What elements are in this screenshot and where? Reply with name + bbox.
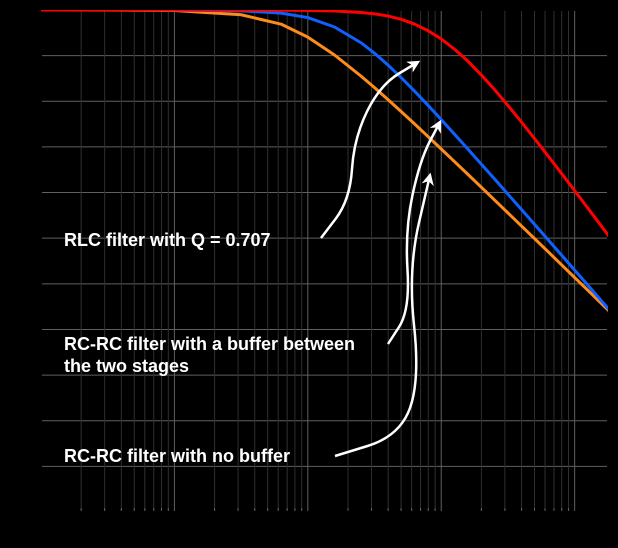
y-tick-label: -25dB [2,231,36,245]
rcrc-buffer-label: RC-RC filter with a buffer between [64,334,355,354]
plot-area [41,10,608,512]
x-tick-label: 10KHz [289,519,326,533]
y-tick-label: -35dB [2,322,36,336]
rcrc-nobuffer-label: RC-RC filter with no buffer [64,446,290,466]
rcrc-buffer-label: the two stages [64,356,189,376]
x-tick-label: 100KHz [420,519,463,533]
y-tick-label: -30dB [2,277,36,291]
y-tick-label: 0dB [12,3,35,17]
filter-response-chart: 0dB -5dB -10dB -15dB -20dB -25dB -30dB -35dB -40… [0,0,618,548]
x-tick-label: 1MHz [559,519,590,533]
y-tick-label: -5dB [8,49,35,63]
x-tick-label: 100Hz [24,519,59,533]
x-tick-label: 1KHz [159,519,189,533]
y-tick-label: -10dB [2,94,36,108]
y-tick-label: -20dB [2,186,36,200]
y-tick-label: -40dB [2,368,36,382]
y-tick-label: -45dB [2,414,36,428]
y-tick-label: -50dB [2,459,36,473]
rlc-label: RLC filter with Q = 0.707 [64,230,271,250]
y-tick-label: -55dB [2,505,36,519]
y-tick-label: -15dB [2,140,36,154]
